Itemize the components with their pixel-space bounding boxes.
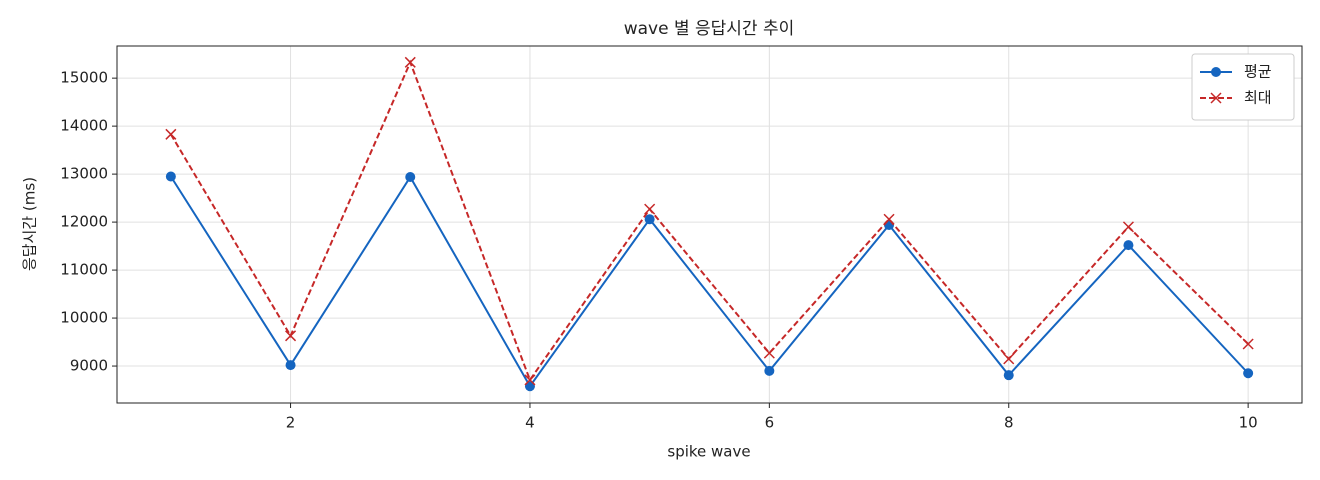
line [170, 175, 1249, 389]
y-tick-label: 13000 [60, 165, 108, 183]
legend-box [1191, 53, 1295, 121]
x-axis-label: spike wave [667, 443, 750, 461]
marker [1123, 240, 1134, 251]
marker [883, 213, 895, 225]
y-tick-label: 12000 [60, 213, 108, 231]
y-tick-label: 10000 [60, 309, 108, 327]
x-tick-label: 2 [286, 414, 296, 432]
y-axis-label: 응답시간 (ms) [21, 177, 39, 271]
x-tick-label: 8 [1004, 414, 1014, 432]
marker [405, 171, 416, 182]
marker [1243, 368, 1254, 379]
marker [165, 171, 176, 182]
marker [285, 360, 296, 371]
marker [1242, 338, 1254, 350]
x-tick-label: 6 [765, 414, 775, 432]
marker [524, 374, 536, 386]
marker [1210, 92, 1222, 104]
marker [285, 330, 297, 342]
marker [763, 347, 775, 359]
marker [524, 381, 535, 392]
marker [644, 214, 655, 225]
marker [764, 365, 775, 376]
plot-frame [116, 45, 1303, 404]
marker [1122, 221, 1134, 233]
marker [404, 56, 416, 68]
y-tick-label: 9000 [70, 357, 108, 375]
marker [644, 203, 656, 215]
y-tick-label: 14000 [60, 117, 108, 135]
y-tick-label: 11000 [60, 261, 108, 279]
marker [1211, 67, 1221, 77]
legend-label: 최대 [1244, 89, 1272, 107]
x-tick-label: 10 [1239, 414, 1258, 432]
chart-title: wave 별 응답시간 추이 [624, 19, 795, 39]
x-tick-label: 4 [525, 414, 535, 432]
line [170, 59, 1249, 383]
marker [165, 128, 177, 140]
y-tick-label: 15000 [60, 69, 108, 87]
marker [1003, 370, 1014, 381]
legend-label: 평균 [1244, 63, 1272, 81]
marker [1003, 353, 1015, 365]
marker [884, 219, 895, 230]
